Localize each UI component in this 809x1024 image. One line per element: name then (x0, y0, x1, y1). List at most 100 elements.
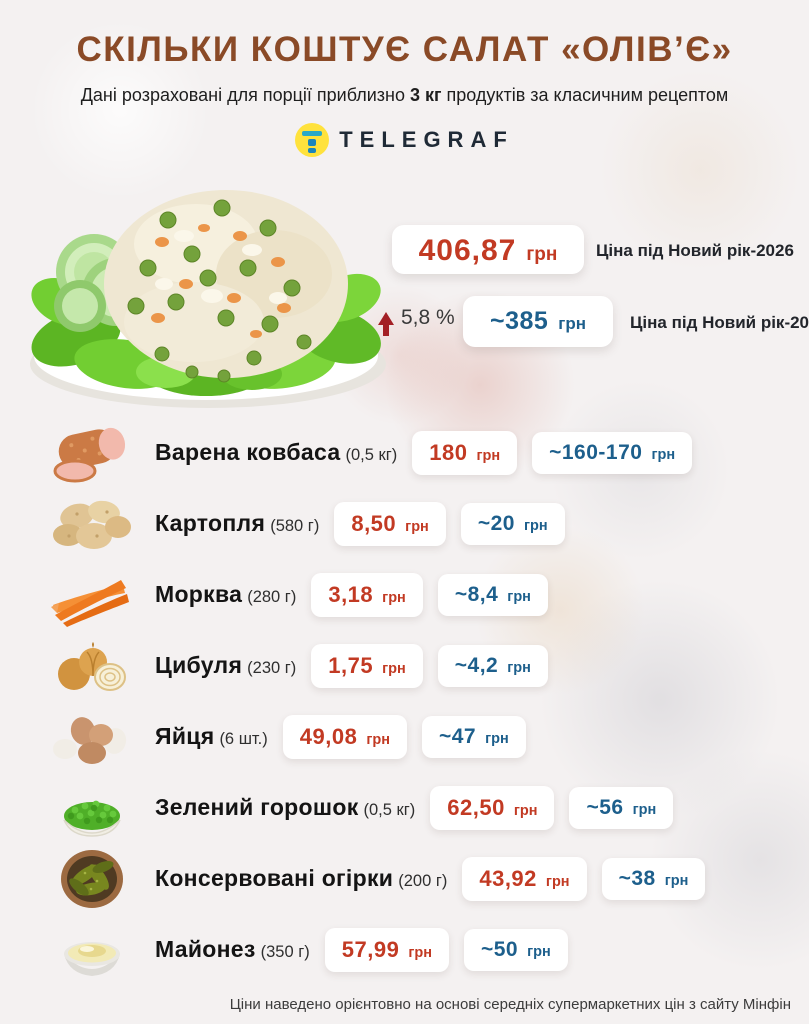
price-unit: грн (366, 731, 390, 748)
price-unit: грн (632, 801, 657, 818)
ingredient-row-green-peas: Зелений горошок (0,5 кг) 62,50 грн ~56 грн (44, 772, 795, 843)
price-unit: грн (382, 589, 406, 606)
page-title: СКІЛЬКИ КОШТУЄ САЛАТ «ОЛІВ’Є» (76, 30, 733, 69)
price-box-2025: ~20 грн (460, 502, 565, 545)
price-value: 180 (429, 439, 468, 465)
ingredient-label: Майонез (350 г) (155, 936, 310, 963)
arrow-up-icon (378, 311, 394, 336)
price-box-2025: ~47 грн (421, 715, 526, 758)
price-unit: грн (664, 872, 689, 889)
ingredient-name: Варена ковбаса (155, 439, 341, 465)
ingredient-label: Яйця (6 шт.) (155, 723, 268, 750)
approx-value: ~20 (477, 511, 515, 535)
subtitle: Дані розраховані для порції приблизно 3 … (0, 85, 809, 106)
ingredient-weight: (0,5 кг) (363, 801, 416, 819)
price-change: 5,8 % (378, 306, 455, 336)
price-value: 1,75 (328, 652, 374, 678)
price-unit: грн (513, 802, 538, 819)
ingredient-name: Цибуля (155, 652, 243, 678)
ingredient-label: Картопля (580 г) (155, 510, 319, 537)
telegraf-logo-icon (295, 123, 330, 157)
price-2026-box: 406,87 грн (392, 225, 584, 274)
footer-note: Ціни наведено орієнтовно на основі серед… (229, 996, 791, 1013)
price-box-2026: 57,99 грн (324, 927, 449, 972)
eggs-icon (44, 703, 140, 771)
price-value: 43,92 (479, 865, 537, 891)
price-2026-value: 406,87 (418, 234, 517, 267)
price-box-2026: 180 грн (412, 430, 518, 475)
price-unit: грн (527, 943, 551, 960)
telegraf-logo: TELEGRAF (0, 123, 809, 157)
price-box-2026: 43,92 грн (462, 856, 587, 901)
approx-value: ~4,2 (454, 653, 499, 677)
price-2025-caption: Ціна під Новий рік-2025 (630, 313, 809, 332)
price-box-2026: 3,18 грн (311, 572, 423, 617)
approx-value: ~56 (586, 795, 624, 819)
onions-icon (44, 632, 140, 700)
ingredient-label: Зелений горошок (0,5 кг) (155, 794, 415, 821)
price-unit: грн (523, 517, 548, 534)
sausage-icon (44, 419, 140, 487)
mayonnaise-icon (44, 916, 140, 984)
ingredient-name: Майонез (155, 936, 256, 962)
price-value: 49,08 (299, 723, 358, 749)
ingredient-name: Зелений горошок (155, 794, 359, 820)
carrots-icon (44, 561, 140, 629)
price-box-2025: ~8,4 грн (437, 573, 548, 616)
ingredient-weight: (200 г) (398, 872, 448, 890)
ingredient-row-mayonnaise: Майонез (350 г) 57,99 грн ~50 грн (44, 914, 795, 985)
pickles-icon (44, 845, 140, 913)
brand-name: TELEGRAF (339, 127, 514, 152)
price-value: 3,18 (328, 581, 374, 607)
subtitle-text-after: продуктів за класичним рецептом (441, 85, 729, 105)
price-unit: грн (405, 518, 429, 535)
price-box-2026: 49,08 грн (282, 714, 407, 759)
price-box-2026: 8,50 грн (334, 501, 446, 546)
ingredient-weight: (350 г) (260, 943, 310, 961)
price-2025-box: ~385 грн (463, 296, 613, 347)
price-box-2025: ~4,2 грн (437, 644, 548, 687)
price-unit: грн (382, 660, 406, 677)
approx-value: ~38 (618, 866, 656, 890)
ingredients-list: Варена ковбаса (0,5 кг) 180 грн ~160-170 гр… (44, 417, 795, 985)
price-box-2026: 1,75 грн (311, 643, 423, 688)
ingredient-name: Морква (155, 581, 243, 607)
approx-value: ~160-170 (549, 440, 643, 464)
ingredient-weight: (0,5 кг) (345, 446, 398, 464)
subtitle-text: Дані розраховані для порції приблизно (80, 85, 410, 105)
price-box-2026: 62,50 грн (430, 785, 555, 830)
ingredient-label: Цибуля (230 г) (155, 652, 296, 679)
price-unit: грн (507, 659, 531, 676)
green-peas-icon (44, 774, 140, 842)
ingredient-name: Картопля (155, 510, 266, 536)
approx-value: ~8,4 (454, 582, 499, 606)
potatoes-icon (44, 490, 140, 558)
ingredient-row-sausage: Варена ковбаса (0,5 кг) 180 грн ~160-170 гр… (44, 417, 795, 488)
subtitle-bold-amount: 3 кг (410, 85, 442, 105)
ingredient-name: Консервовані огірки (155, 865, 394, 891)
price-value: 8,50 (351, 510, 397, 536)
ingredient-weight: (580 г) (270, 517, 320, 535)
ingredient-weight: (280 г) (247, 588, 297, 606)
ingredient-label: Морква (280 г) (155, 581, 296, 608)
price-unit: грн (476, 447, 501, 464)
approx-value: ~47 (438, 724, 477, 748)
price-unit: грн (485, 730, 509, 747)
price-box-2025: ~50 грн (463, 928, 568, 971)
change-percent: 5,8 % (401, 306, 455, 329)
ingredient-weight: (230 г) (247, 659, 297, 677)
price-2026-caption: Ціна під Новий рік-2026 (596, 241, 794, 260)
price-unit: грн (545, 873, 570, 890)
price-unit: грн (507, 588, 531, 605)
ingredient-weight: (6 шт.) (219, 730, 268, 748)
olivier-salad-photo (30, 190, 386, 408)
price-2025-currency: грн (558, 314, 587, 333)
ingredient-row-eggs: Яйця (6 шт.) 49,08 грн ~47 грн (44, 701, 795, 772)
price-unit: грн (408, 944, 432, 961)
price-box-2025: ~160-170 грн (532, 431, 693, 474)
price-2026-currency: грн (526, 244, 558, 265)
price-unit: грн (651, 446, 676, 463)
ingredient-label: Консервовані огірки (200 г) (155, 865, 447, 892)
ingredient-label: Варена ковбаса (0,5 кг) (155, 439, 397, 466)
